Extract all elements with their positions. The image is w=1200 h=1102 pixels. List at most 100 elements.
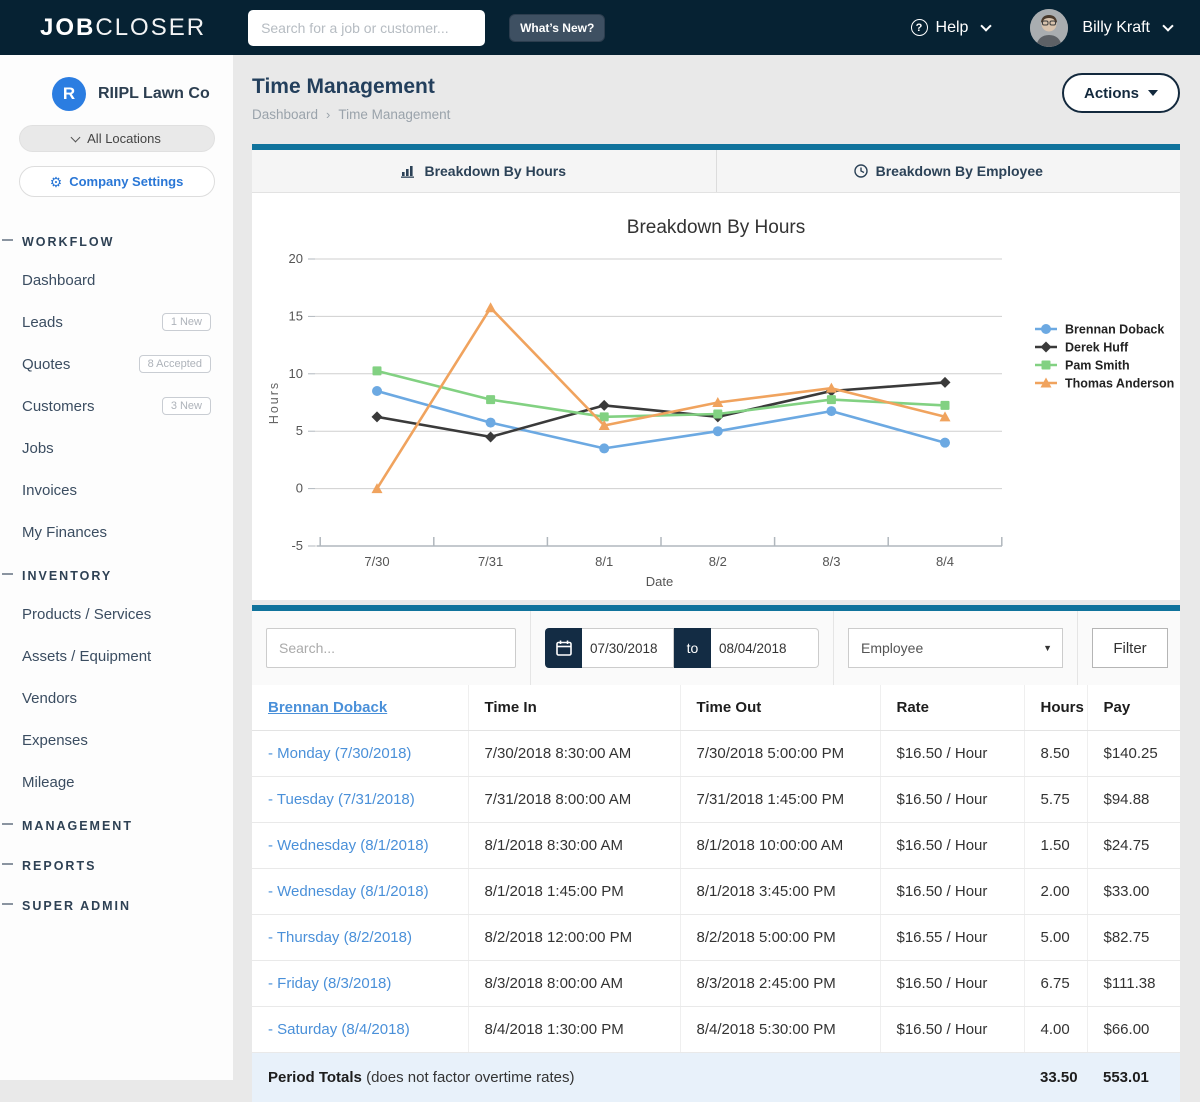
svg-text:8/1: 8/1 [595,554,613,569]
page-title: Time Management [252,55,1180,99]
breadcrumb-dashboard[interactable]: Dashboard [252,107,318,122]
settings-label: Company Settings [69,174,183,189]
svg-text:8/2: 8/2 [709,554,727,569]
svg-text:5: 5 [296,423,303,438]
section-header-management[interactable]: MANAGEMENT [0,809,233,843]
select-caret-icon: ▼ [1043,643,1052,653]
sidebar-item-products-services[interactable]: Products / Services [0,593,233,635]
svg-text:8/4: 8/4 [936,554,954,569]
cell-time-in: 7/31/2018 8:00:00 AM [468,777,680,823]
svg-text:Thomas Anderson: Thomas Anderson [1065,377,1174,391]
filter-button[interactable]: Filter [1092,628,1168,668]
sidebar-item-customers[interactable]: Customers3 New [0,385,233,427]
timesheet-table: Brennan Doback Time In Time Out Rate Hou… [252,685,1180,1102]
totals-hours: 33.50 [1024,1053,1087,1102]
whats-new-button[interactable]: What’s New? [509,14,605,42]
date-group-cap [815,628,819,668]
chevron-down-icon [1162,20,1173,31]
section-header-super-admin[interactable]: SUPER ADMIN [0,889,233,923]
cell-time-out: 8/4/2018 5:30:00 PM [680,1007,880,1053]
employee-select-value: Employee [861,640,923,656]
cell-time-out: 8/3/2018 2:45:00 PM [680,961,880,1007]
sidebar-item-label: Invoices [22,482,77,499]
totals-pay: 553.01 [1087,1053,1180,1102]
svg-text:-5: -5 [291,538,303,553]
day-link[interactable]: - Saturday (8/4/2018) [268,1021,410,1038]
day-link[interactable]: - Friday (8/3/2018) [268,975,391,992]
day-link[interactable]: - Wednesday (8/1/2018) [268,883,429,900]
svg-text:Derek Huff: Derek Huff [1065,341,1129,355]
section-header-inventory[interactable]: INVENTORY [0,559,233,593]
totals-row: Period Totals (does not factor overtime … [252,1053,1180,1102]
user-menu[interactable]: Billy Kraft [1082,19,1172,37]
employee-select[interactable]: Employee ▼ [848,628,1063,668]
tab-breakdown-by-hours[interactable]: Breakdown By Hours [252,150,716,192]
svg-text:10: 10 [289,366,303,381]
sidebar-item-quotes[interactable]: Quotes8 Accepted [0,343,233,385]
company-name: RIIPL Lawn Co [98,85,210,103]
date-from-input[interactable] [582,628,674,668]
calendar-button[interactable] [545,628,582,668]
cell-time-in: 8/2/2018 12:00:00 PM [468,915,680,961]
cell-rate: $16.50 / Hour [880,777,1024,823]
col-time-in: Time In [468,685,680,731]
day-link[interactable]: - Thursday (8/2/2018) [268,929,412,946]
sidebar-item-my-finances[interactable]: My Finances [0,511,233,553]
cell-rate: $16.50 / Hour [880,731,1024,777]
sidebar-item-mileage[interactable]: Mileage [0,761,233,803]
sidebar-item-label: Quotes [22,356,70,373]
employee-link[interactable]: Brennan Doback [268,699,387,716]
svg-text:Hours: Hours [267,381,281,424]
tab-breakdown-by-employee[interactable]: Breakdown By Employee [716,150,1181,192]
sidebar-section-management: MANAGEMENT [0,809,233,843]
cell-hours: 5.75 [1024,777,1087,823]
location-selector[interactable]: All Locations [19,125,215,152]
col-time-out: Time Out [680,685,880,731]
user-avatar[interactable] [1030,9,1068,47]
svg-text:15: 15 [289,308,303,323]
sidebar-item-invoices[interactable]: Invoices [0,469,233,511]
company-avatar[interactable]: R [52,77,86,111]
user-name: Billy Kraft [1082,19,1150,37]
svg-text:Brennan Doback: Brennan Doback [1065,323,1164,337]
sidebar-badge: 3 New [162,397,211,415]
logo-bold: JOB [40,14,95,41]
sidebar-item-vendors[interactable]: Vendors [0,677,233,719]
cell-time-out: 8/1/2018 3:45:00 PM [680,869,880,915]
legend-item-brennan-doback: Brennan Doback [1035,323,1164,337]
company-settings-button[interactable]: ⚙ Company Settings [19,166,215,197]
day-link[interactable]: - Wednesday (8/1/2018) [268,837,429,854]
sidebar-item-leads[interactable]: Leads1 New [0,301,233,343]
cell-rate: $16.50 / Hour [880,869,1024,915]
breadcrumb: Dashboard › Time Management [252,107,1180,122]
help-menu[interactable]: ? Help [911,19,991,37]
svg-text:Breakdown By Hours: Breakdown By Hours [627,217,805,238]
sidebar-item-expenses[interactable]: Expenses [0,719,233,761]
global-search-input[interactable] [248,10,485,46]
sidebar-item-label: Vendors [22,690,77,707]
cell-time-out: 7/30/2018 5:00:00 PM [680,731,880,777]
table-header-row: Brennan Doback Time In Time Out Rate Hou… [252,685,1180,731]
cell-hours: 6.75 [1024,961,1087,1007]
sidebar-section-inventory: INVENTORYProducts / ServicesAssets / Equ… [0,559,233,803]
col-pay: Pay [1087,685,1180,731]
tab-label: Breakdown By Hours [424,163,566,179]
sidebar-item-assets-equipment[interactable]: Assets / Equipment [0,635,233,677]
svg-text:7/30: 7/30 [364,554,389,569]
cell-rate: $16.50 / Hour [880,1007,1024,1053]
cell-time-out: 8/2/2018 5:00:00 PM [680,915,880,961]
cell-pay: $66.00 [1087,1007,1180,1053]
day-link[interactable]: - Tuesday (7/31/2018) [268,791,415,808]
section-header-reports[interactable]: REPORTS [0,849,233,883]
sidebar-item-jobs[interactable]: Jobs [0,427,233,469]
section-header-workflow[interactable]: WORKFLOW [0,225,233,259]
sidebar-item-dashboard[interactable]: Dashboard [0,259,233,301]
date-to-input[interactable] [711,628,815,668]
day-link[interactable]: - Monday (7/30/2018) [268,745,411,762]
actions-button[interactable]: Actions [1062,73,1180,113]
sidebar-badge: 1 New [162,313,211,331]
svg-text:20: 20 [289,251,303,266]
table-search-input[interactable] [266,628,516,668]
svg-text:Pam Smith: Pam Smith [1065,359,1130,373]
svg-text:8/3: 8/3 [822,554,840,569]
